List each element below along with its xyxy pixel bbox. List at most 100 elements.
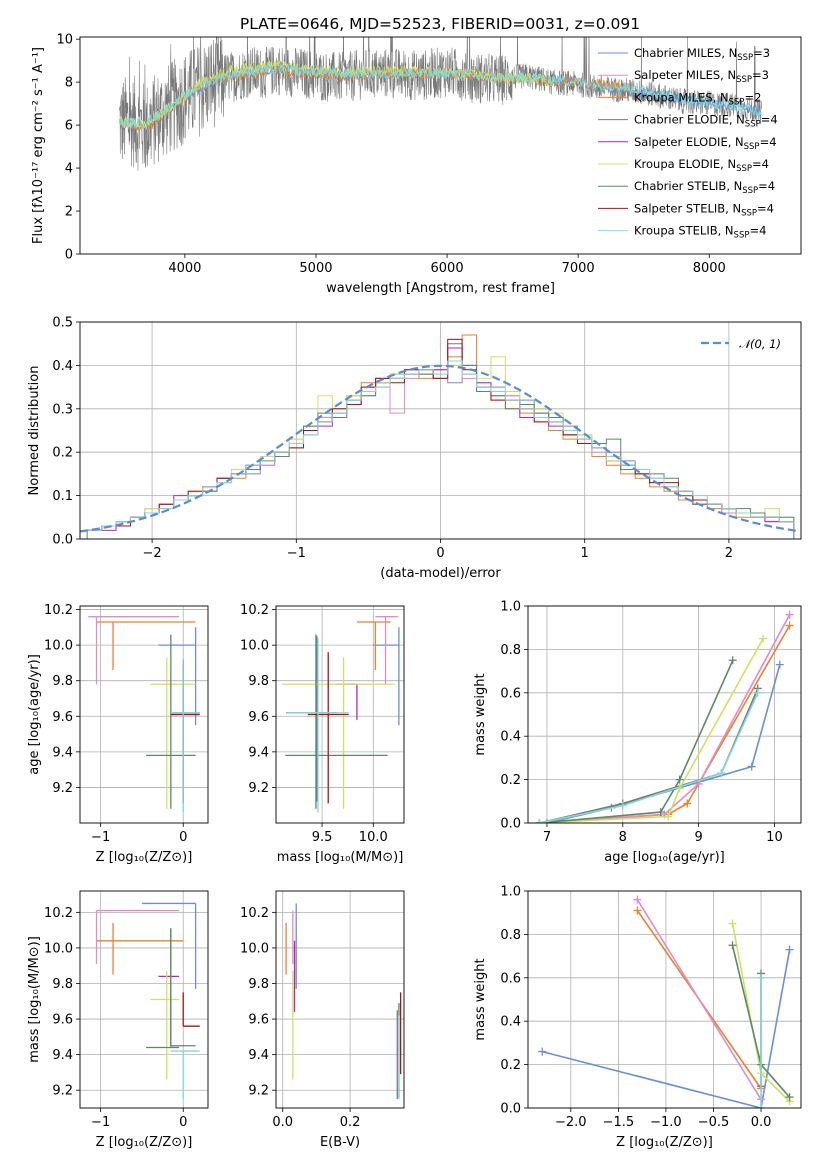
legend-label-sub: SSP (736, 164, 752, 174)
y-tick-label: 4 (65, 162, 73, 177)
x-tick-label: 1 (581, 546, 589, 561)
x-tick-label: −2 (143, 546, 162, 561)
y-tick-label: 0.0 (500, 817, 521, 832)
mass-weight-marker (728, 919, 737, 928)
y-tick-label: 9.2 (248, 781, 269, 796)
legend-label-sub: SSP (729, 97, 745, 107)
y-axis-label: Flux [fλ10⁻¹⁷ erg cm⁻² s⁻¹ A⁻¹] (31, 47, 46, 244)
plot-area (95, 902, 200, 1100)
x-tick-label: 9 (694, 830, 702, 845)
legend-label-suffix: =4 (760, 135, 777, 149)
legend-label: Kroupa STELIB, NSSP=4 (634, 224, 766, 241)
y-tick-label: 2 (65, 205, 73, 220)
mass-weight-marker (542, 819, 551, 823)
legend-label: Kroupa ELODIE, NSSP=4 (634, 157, 769, 174)
y-tick-label: 0.8 (500, 928, 521, 943)
y-tick-label: 9.6 (248, 710, 269, 725)
y-tick-label: 9.8 (248, 674, 269, 689)
mass-weight-marker (538, 1047, 547, 1056)
mass-weight-marker (753, 688, 762, 697)
plot-area (282, 616, 400, 813)
y-tick-label: 9.2 (52, 1084, 73, 1099)
y-axis-label: mass weight (473, 673, 488, 755)
y-tick-label: 0.2 (500, 1058, 521, 1073)
y-tick-label: 0.5 (52, 316, 73, 331)
y-tick-label: 0.4 (500, 1015, 521, 1030)
mass-weight-marker (675, 775, 684, 784)
x-tick-label: 0.0 (272, 1115, 293, 1130)
mass-weight-line (539, 638, 764, 823)
legend-label-suffix: =4 (757, 201, 774, 215)
y-tick-label: 9.4 (248, 745, 269, 760)
legend-label-text: Salpeter STELIB, N (634, 201, 741, 215)
mass-weight-line (539, 688, 759, 823)
legend-label: Chabrier STELIB, NSSP=4 (634, 179, 775, 196)
y-tick-label: 0.4 (52, 359, 73, 374)
legend-label-suffix: =3 (753, 46, 770, 60)
mass-weight-marker (656, 808, 665, 817)
legend-label-suffix: =3 (752, 68, 769, 82)
y-tick-label: 10.0 (240, 941, 269, 956)
y-tick-label: 0.0 (52, 533, 73, 548)
legend-label-sub: SSP (744, 142, 760, 152)
mass-weight-marker (757, 1104, 766, 1108)
mass-weight-marker (717, 769, 726, 778)
x-tick-label: 7000 (562, 261, 595, 276)
legend-label: Salpeter ELODIE, NSSP=4 (634, 135, 777, 152)
mass-weight-vs-metallicity-panel: −2.0 −1.5 −1.0 −0.5 0.0 0.0 0.2 0.4 0.6 0.8 1.0 Z [… (473, 885, 802, 1150)
x-tick-label: −1 (287, 546, 306, 561)
x-tick-label: −1.0 (650, 1115, 682, 1130)
axes-frame (527, 605, 802, 824)
mass-weight-marker (664, 812, 673, 821)
legend-label: Salpeter STELIB, NSSP=4 (634, 201, 774, 218)
x-tick-label: −1 (91, 1115, 110, 1130)
mass-weight-marker (785, 945, 794, 954)
y-tick-label: 9.8 (52, 977, 73, 992)
axes-frame (79, 36, 802, 255)
mass-weight-marker (728, 941, 737, 950)
y-tick-label: 10.2 (44, 906, 73, 921)
y-tick-label: 0.0 (500, 1102, 521, 1117)
y-tick-label: 9.8 (52, 674, 73, 689)
y-tick-label: 10.2 (240, 603, 269, 618)
x-axis-label: Z [log₁₀(Z/Z⊙)] (96, 1135, 193, 1150)
y-tick-label: 9.4 (248, 1048, 269, 1063)
x-tick-label: 7 (543, 830, 551, 845)
mass-weight-marker (785, 1093, 794, 1102)
mass-weight-marker (759, 634, 768, 643)
legend-label-text: Kroupa ELODIE, N (634, 157, 736, 171)
x-tick-label: −0.5 (698, 1115, 730, 1130)
plot-area (285, 903, 402, 1100)
y-tick-label: 0.2 (52, 446, 73, 461)
mass-weight-marker (785, 610, 794, 619)
x-tick-label: 10 (766, 830, 783, 845)
figure-title: PLATE=0646, MJD=52523, FIBERID=0031, z=0… (240, 15, 640, 33)
age-vs-mass-panel: 9.5 10.0 9.2 9.4 9.6 9.8 10.0 10.2 mass [log₁₀(M… (240, 603, 405, 865)
x-tick-label: −1.5 (603, 1115, 635, 1130)
y-tick-label: 10.2 (44, 603, 73, 618)
spectrum-model-line (118, 59, 553, 130)
axes-frame (79, 321, 802, 540)
y-tick-label: 10 (56, 33, 73, 48)
y-tick-label: 0.6 (500, 971, 521, 986)
residuals-panel: −2 −1 0 1 2 0.0 0.1 0.2 0.3 0.4 0.5 (data-model)/er… (27, 316, 802, 581)
mass-weight-marker (633, 895, 642, 904)
mass-weight-marker (757, 973, 766, 982)
legend-label-text: Chabrier MILES, N (634, 46, 737, 60)
ebv-panel: 0.0 0.2 9.2 9.4 9.6 9.8 10.0 10.2 E(B-V) (240, 890, 405, 1150)
axes-frame (79, 605, 209, 824)
y-tick-label: 9.6 (52, 1013, 73, 1028)
legend-label-suffix: =4 (749, 224, 766, 238)
mass-vs-metallicity-panel: −1 0 9.2 9.4 9.6 9.8 10.0 10.2 Z [log₁₀(Z/Z⊙)] ma… (27, 890, 209, 1150)
plot-area (118, 37, 762, 171)
mass-weight-marker (683, 799, 692, 808)
legend-label-text: Kroupa MILES, N (634, 90, 729, 104)
y-tick-label: 9.2 (248, 1084, 269, 1099)
y-tick-label: 9.8 (248, 977, 269, 992)
legend-label-sub: SSP (742, 186, 758, 196)
legend-label: Salpeter MILES, NSSP=3 (634, 68, 769, 85)
y-tick-label: 9.2 (52, 781, 73, 796)
age-vs-metallicity-panel: −1 0 9.2 9.4 9.6 9.8 10.0 10.2 Z [log₁₀(Z/Z⊙)] ag… (27, 603, 209, 865)
legend-label-suffix: =4 (758, 179, 775, 193)
